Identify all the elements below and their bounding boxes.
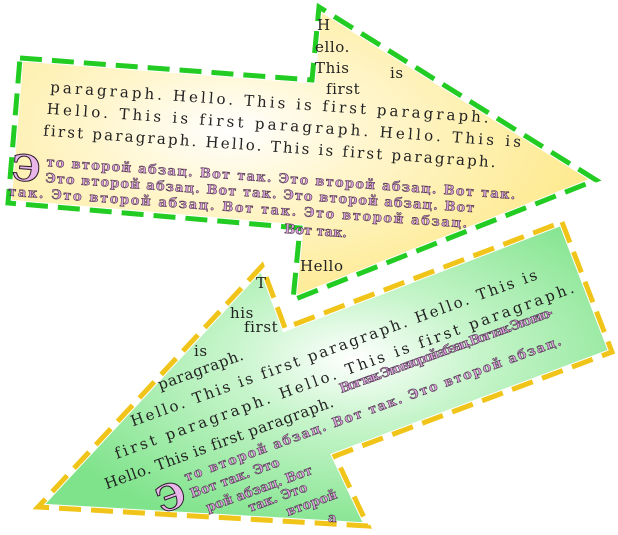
top-ru-line: Вот так. bbox=[284, 222, 348, 241]
bottom-tip-line: is bbox=[194, 342, 208, 360]
top-head-line: is bbox=[390, 64, 404, 82]
bottom-tip-line: first bbox=[244, 318, 278, 336]
bottom-ru-line: а bbox=[328, 511, 337, 526]
top-head-line: first bbox=[326, 80, 360, 98]
top-dropcap: Э bbox=[11, 147, 43, 191]
top-head-line: ello. bbox=[315, 38, 350, 56]
top-head-line: H bbox=[317, 16, 331, 34]
top-tail-word: Hello bbox=[300, 257, 344, 275]
bottom-tip-line: T bbox=[256, 274, 267, 292]
bottom-tip-line: his bbox=[230, 304, 254, 322]
top-arrow: H ello. This is first paragraph. Hello. … bbox=[4, 1, 604, 306]
bottom-ru-tail: Вот так. Это рой абзац. Вот так. Это вто… bbox=[188, 455, 340, 526]
top-head-line: This bbox=[315, 59, 350, 77]
bottom-arrow: T his first is paragraph. Hello. This is… bbox=[30, 217, 617, 530]
